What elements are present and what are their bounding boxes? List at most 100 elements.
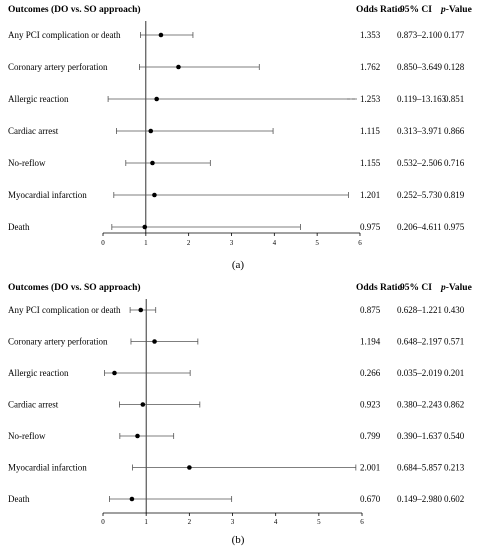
x-tick-label: 6 xyxy=(360,518,364,526)
p-value: 0.213 xyxy=(444,463,465,473)
odds-ratio-point xyxy=(176,64,181,70)
forest-row: Myocardial infarction 2.001 0.684–5.857 0.2… xyxy=(8,463,465,473)
p-value: 0.201 xyxy=(444,368,464,378)
header-odds-ratio: Odds Ratio xyxy=(356,5,402,15)
odds-ratio-point xyxy=(112,370,117,376)
odds-ratio-point xyxy=(138,307,144,313)
outcome-label: Myocardial infarction xyxy=(8,463,87,473)
ci-value: 0.252–5.730 xyxy=(397,190,443,200)
odds-ratio-value: 0.975 xyxy=(360,222,381,232)
ci-value: 0.380–2.243 xyxy=(397,400,443,410)
outcome-label: Coronary artery perforation xyxy=(8,337,108,347)
ci-value: 0.873–2.100 xyxy=(397,30,443,40)
panel-label: (b) xyxy=(232,534,245,546)
x-tick-label: 2 xyxy=(187,239,191,247)
ci-value: 0.628–1.221 xyxy=(397,305,442,315)
odds-ratio-value: 0.799 xyxy=(360,431,381,441)
forest-row: No-reflow 0.799 0.390–1.637 0.540 xyxy=(8,431,465,441)
odds-ratio-point xyxy=(135,433,140,439)
ci-value: 0.119–13.163 xyxy=(397,94,447,104)
header-outcomes: Outcomes (DO vs. SO approach) xyxy=(8,4,141,15)
outcome-label: Cardiac arrest xyxy=(8,400,59,410)
outcome-label: Any PCI complication or death xyxy=(8,305,121,315)
odds-ratio-value: 1.155 xyxy=(360,158,381,168)
x-tick-label: 4 xyxy=(274,518,278,526)
p-value: 0.851 xyxy=(444,94,464,104)
outcome-label: No-reflow xyxy=(8,431,46,441)
x-tick-label: 3 xyxy=(231,518,235,526)
outcome-label: Death xyxy=(8,494,30,504)
outcome-label: Any PCI complication or death xyxy=(8,30,121,40)
x-tick-label: 6 xyxy=(358,239,362,247)
outcome-label: Coronary artery perforation xyxy=(8,62,108,72)
odds-ratio-value: 1.115 xyxy=(360,126,380,136)
x-tick-label: 0 xyxy=(101,518,105,526)
forest-panel-a: Outcomes (DO vs. SO approach) Odds Ratio9… xyxy=(8,4,472,271)
ci-value: 0.149–2.980 xyxy=(397,494,443,504)
p-value: 0.571 xyxy=(444,337,464,347)
odds-ratio-point xyxy=(150,160,155,166)
ci-value: 0.684–5.857 xyxy=(397,463,443,473)
odds-ratio-point xyxy=(187,465,192,470)
odds-ratio-point xyxy=(142,224,148,230)
ci-value: 0.850–3.649 xyxy=(397,62,443,72)
odds-ratio-value: 1.353 xyxy=(360,30,381,40)
x-tick-label: 1 xyxy=(144,239,148,247)
odds-ratio-point xyxy=(152,192,157,198)
panel-label: (a) xyxy=(232,259,245,271)
p-value: 0.128 xyxy=(444,62,465,72)
outcome-label: No-reflow xyxy=(8,158,46,168)
x-tick-label: 5 xyxy=(317,518,321,526)
x-tick-label: 5 xyxy=(315,239,319,247)
odds-ratio-value: 2.001 xyxy=(360,463,380,473)
odds-ratio-value: 0.923 xyxy=(360,400,381,410)
ci-value: 0.035–2.019 xyxy=(397,368,443,378)
header-95-ci: 95% CI xyxy=(400,5,432,15)
ci-value: 0.206–4.611 xyxy=(397,222,442,232)
forest-row: Coronary artery perforation 1.194 0.648–2.… xyxy=(8,337,464,347)
forest-row: Cardiac arrest 0.923 0.380–2.243 0.862 xyxy=(8,400,464,410)
p-value: 0.540 xyxy=(444,431,465,441)
p-value: 0.975 xyxy=(444,222,465,232)
header-p-suffix: -Value xyxy=(446,5,472,15)
odds-ratio-point xyxy=(152,339,157,344)
header-p-suffix: -Value xyxy=(446,283,472,293)
header-outcomes: Outcomes (DO vs. SO approach) xyxy=(8,282,141,293)
p-value: 0.602 xyxy=(444,494,464,504)
forest-row: Cardiac arrest 1.115 0.313–3.971 0.866 xyxy=(8,126,465,136)
odds-ratio-point xyxy=(129,496,135,502)
odds-ratio-value: 1.194 xyxy=(360,337,381,347)
forest-row: Any PCI complication or death 1.353 0.873–… xyxy=(8,30,465,40)
p-value: 0.716 xyxy=(444,158,465,168)
x-tick-label: 3 xyxy=(230,239,234,247)
forest-row: Death 0.670 0.149–2.980 0.602 xyxy=(8,494,464,504)
odds-ratio-point xyxy=(148,128,154,134)
p-value: 0.862 xyxy=(444,400,464,410)
header-p-italic: p xyxy=(440,283,446,293)
ci-value: 0.532–2.506 xyxy=(397,158,443,168)
header-p-value: p-Value xyxy=(440,5,472,15)
odds-ratio-value: 0.875 xyxy=(360,305,381,315)
header-odds-ratio: Odds Ratio xyxy=(356,283,402,293)
forest-row: Coronary artery perforation 1.762 0.850–3.… xyxy=(8,62,465,72)
ci-value: 0.648–2.197 xyxy=(397,337,443,347)
forest-panel-b: Outcomes (DO vs. SO approach) Odds Ratio9… xyxy=(8,282,472,546)
p-value: 0.819 xyxy=(444,190,465,200)
header-95-ci: 95% CI xyxy=(400,283,432,293)
outcome-label: Allergic reaction xyxy=(8,94,69,104)
forest-row: Any PCI complication or death 0.875 0.628–… xyxy=(8,305,465,315)
odds-ratio-point xyxy=(140,402,146,407)
outcome-label: Allergic reaction xyxy=(8,368,69,378)
x-tick-label: 2 xyxy=(188,518,192,526)
x-tick-label: 0 xyxy=(101,239,105,247)
outcome-label: Cardiac arrest xyxy=(8,126,59,136)
outcome-label: Myocardial infarction xyxy=(8,190,87,200)
odds-ratio-value: 1.762 xyxy=(360,62,380,72)
odds-ratio-value: 1.201 xyxy=(360,190,380,200)
p-value: 0.177 xyxy=(444,30,465,40)
odds-ratio-point xyxy=(154,96,159,102)
header-p-italic: p xyxy=(440,5,446,15)
p-value: 0.430 xyxy=(444,305,465,315)
